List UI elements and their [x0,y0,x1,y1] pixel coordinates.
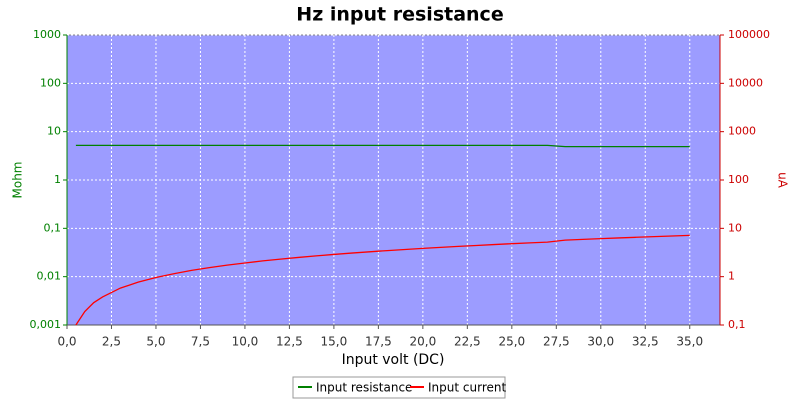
x-tick-label: 25,0 [498,335,525,349]
y2-tick-label: 1 [728,270,735,283]
y2-tick-label: 100000 [728,28,770,41]
legend-label: Input resistance [316,381,412,395]
y-tick-label: 0,001 [30,318,62,331]
x-tick-label: 30,0 [587,335,614,349]
y-tick-label: 100 [40,76,61,89]
x-tick-label: 5,0 [146,335,165,349]
y-tick-label: 0,01 [37,270,62,283]
legend [292,376,506,399]
x-tick-label: 10,0 [232,335,259,349]
x-tick-label: 17,5 [365,335,392,349]
series-line [75,234,690,326]
x-tick-label: 22,5 [454,335,481,349]
x-tick-label: 0,0 [57,335,76,349]
y2-tick-label: 10000 [728,76,763,89]
y-tick-label: 1000 [33,28,61,41]
x-tick-label: 35,0 [676,335,703,349]
y-axis-title: Mohm [11,162,25,199]
x-tick-label: 20,0 [409,335,436,349]
legend-label: Input current [428,381,506,395]
x-tick-label: 32,5 [632,335,659,349]
chart-title: Hz input resistance [296,4,503,26]
y2-tick-label: 100 [728,173,749,186]
series-line [75,144,690,148]
y-tick-label: 0,1 [44,221,62,234]
y2-tick-label: 1000 [728,125,756,138]
x-tick-label: 2,5 [102,335,121,349]
y2-axis-title: uA [776,172,790,189]
x-tick-label: 27,5 [543,335,570,349]
x-tick-label: 15,0 [321,335,348,349]
x-tick-label: 7,5 [191,335,210,349]
y-tick-label: 1 [54,173,61,186]
y2-tick-label: 10 [728,221,742,234]
x-axis-title: Input volt (DC) [342,352,445,368]
y2-tick-label: 0,1 [728,318,746,331]
y-tick-label: 10 [47,125,61,138]
x-tick-label: 12,5 [276,335,303,349]
